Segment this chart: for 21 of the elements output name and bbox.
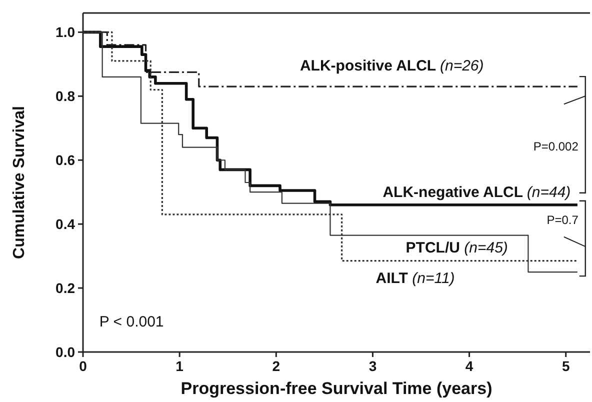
x-tick-label: 4 [465,358,474,374]
x-tick-label: 3 [368,358,377,374]
series-label: ALK-negative ALCL (n=44) [382,184,571,201]
y-tick-label: 1.0 [56,24,76,40]
annotation: P < 0.001 [99,313,164,330]
x-tick-label: 2 [272,358,280,374]
x-tick-label: 0 [79,358,88,374]
y-tick-label: 0.6 [56,152,76,168]
y-tick-label: 0.2 [56,280,76,296]
series-label: PTCL/U (n=45) [406,239,508,256]
series-label: AILT (n=11) [376,270,455,287]
y-tick-label: 0.4 [56,216,76,232]
x-axis-title: Progression-free Survival Time (years) [180,379,492,398]
y-axis-title: Cumulative Survival [11,106,28,259]
x-tick-label: 5 [562,358,570,374]
series-label: ALK-positive ALCL (n=26) [300,58,484,75]
y-tick-label: 0.8 [56,88,76,104]
y-tick-label: 0.0 [56,344,76,360]
x-tick-label: 1 [176,358,184,374]
annotation: P=0.002 [533,140,579,154]
annotation: P=0.7 [546,213,579,228]
